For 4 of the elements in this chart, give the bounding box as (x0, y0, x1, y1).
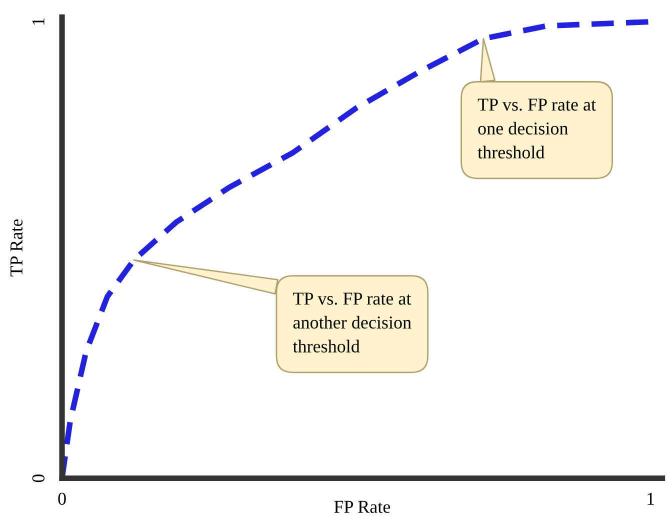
annotation: TP vs. FP rate at one decision threshold (478, 98, 596, 158)
annotation: TP vs. FP rate at another decision threshold (292, 292, 412, 353)
y-axis-title: TP Rate (10, 219, 23, 276)
x-axis-title: FP Rate (334, 500, 390, 513)
